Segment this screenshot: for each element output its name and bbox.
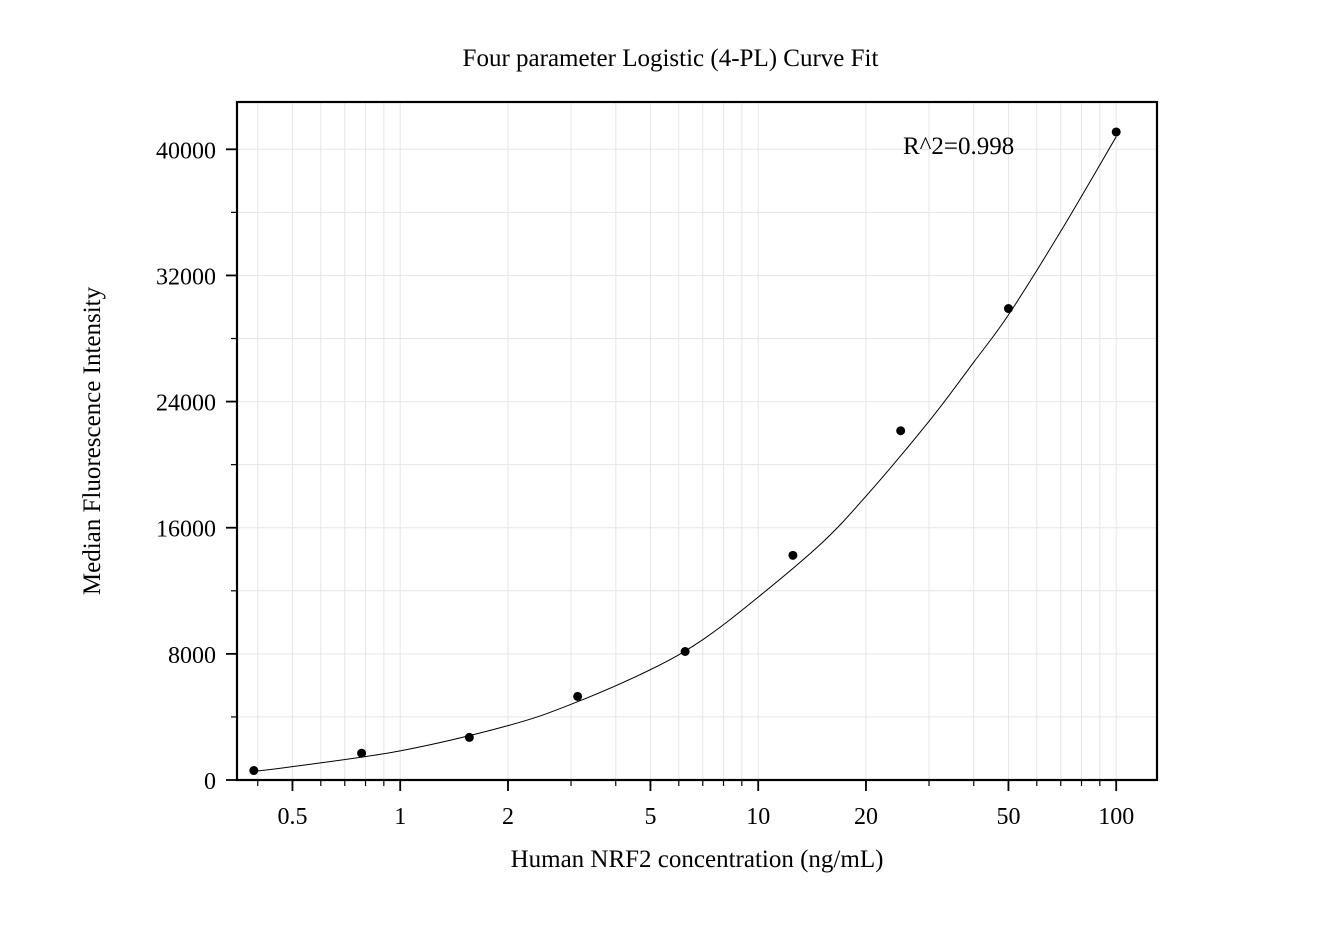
x-tick-label: 1 [394, 804, 406, 830]
y-tick-label: 40000 [156, 138, 216, 164]
chart-title: Four parameter Logistic (4-PL) Curve Fit [462, 45, 879, 72]
data-point [357, 748, 367, 758]
x-tick-label: 20 [854, 804, 878, 830]
data-point [788, 550, 798, 560]
y-tick-label: 16000 [156, 517, 216, 543]
y-axis-label: Median Fluorescence Intensity [79, 286, 106, 596]
data-point [896, 426, 906, 436]
data-point [249, 766, 259, 776]
x-tick-label: 10 [746, 804, 770, 830]
x-tick-label: 2 [502, 804, 514, 830]
x-tick-label: 0.5 [277, 804, 307, 830]
y-tick-label: 24000 [156, 391, 216, 417]
fit-curve [253, 136, 1117, 772]
y-tick-label: 0 [204, 769, 216, 795]
plot-frame [235, 100, 1159, 782]
data-point [1003, 304, 1013, 314]
r-squared-annotation: R^2=0.998 [903, 133, 1014, 160]
y-tick-label: 8000 [168, 643, 216, 669]
x-axis-label: Human NRF2 concentration (ng/mL) [510, 846, 884, 873]
data-point [573, 691, 583, 701]
data-point [464, 732, 474, 742]
data-point [1111, 127, 1121, 137]
x-tick-label: 100 [1098, 804, 1134, 830]
x-tick-label: 50 [996, 804, 1020, 830]
y-tick-label: 32000 [156, 264, 216, 290]
x-tick-label: 5 [644, 804, 656, 830]
data-point [680, 646, 690, 656]
